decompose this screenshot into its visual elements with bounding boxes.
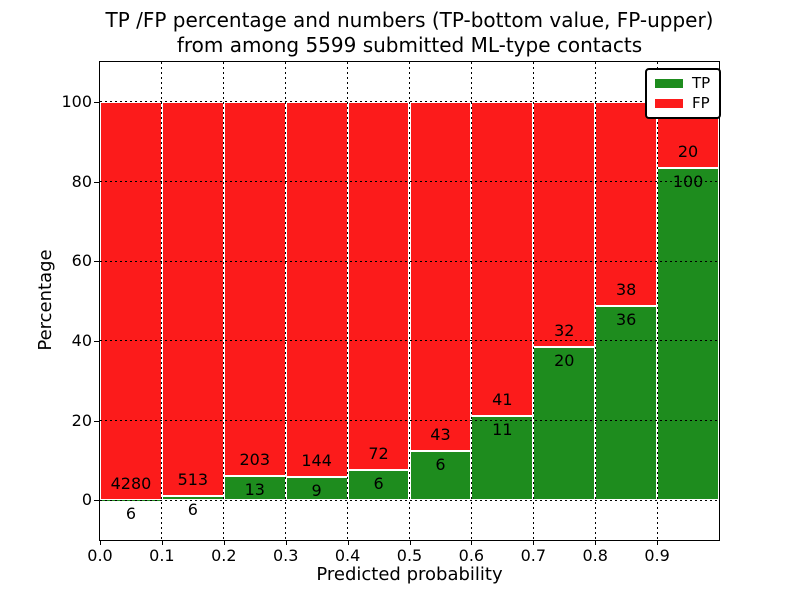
tp-count-label: 9 [311,480,322,500]
fp-count-label: 32 [554,320,575,340]
x-tick [161,540,163,545]
x-tick-label: 0.7 [520,546,547,565]
x-tick [100,540,101,545]
x-gridline [409,62,410,540]
y-gridline [100,340,719,342]
tp-count-label: 13 [244,480,265,500]
tp-count-label: 6 [435,455,446,475]
x-gridline [470,62,472,540]
fp-bar-segment [161,101,224,496]
tp-count-label: 6 [187,499,198,519]
x-gridline [161,62,163,540]
y-gridline [100,260,719,262]
x-gridline [594,62,596,540]
y-tick-label: 0 [81,490,92,510]
legend-item-tp: TP [655,76,710,91]
tp-bar-segment [657,168,719,501]
fp-bar-segment [409,101,472,452]
fp-count-label: 20 [677,142,699,162]
fp-count-label: 38 [615,280,637,300]
x-gridline [347,62,349,540]
legend-item-fp: FP [655,96,710,111]
tp-count-label: 36 [615,310,637,330]
fp-bar-segment [347,101,410,470]
fp-legend-swatch [655,99,683,108]
y-tick-label: 80 [71,171,92,191]
y-tick [94,340,100,342]
fp-count-label: 43 [430,425,451,445]
y-gridline [100,420,719,421]
plot-area: TP FP 4280 6 513 6 203 13 144 9 72 6 43 6 41 11 32 20 38… [61,61,722,565]
y-gridline [100,499,719,501]
fp-bar-segment [595,101,658,307]
x-tick [409,540,411,545]
tp-count-label: 6 [125,503,137,523]
x-tick [533,540,535,545]
x-tick-label: 0.4 [334,546,361,565]
x-gridline [656,62,658,540]
x-tick [347,540,349,545]
x-tick-label: 0.9 [644,546,670,565]
x-tick [223,540,225,545]
fp-count-label: 72 [368,443,389,463]
fp-bar-segment [533,101,596,347]
y-tick [94,101,100,103]
fp-count-label: 203 [239,450,271,470]
y-tick [94,420,100,422]
tp-count-label: 6 [373,473,384,493]
tp-legend-label: TP [692,74,711,92]
tp-count-label: 11 [492,419,513,439]
fp-bar-segment [100,101,162,500]
x-gridline [223,62,225,540]
tp-bar-segment [595,306,658,501]
fp-count-label: 41 [492,389,513,409]
legend: TP FP [645,68,722,119]
x-tick-label: 0.8 [582,546,608,565]
fp-count-label: 513 [177,469,209,489]
chart-title: TP /FP percentage and numbers (TP-bottom… [99,8,720,58]
y-tick [94,500,100,502]
y-tick-label: 60 [71,251,92,271]
tp-count-label: 100 [672,172,704,192]
fp-bar-segment [471,101,534,416]
chart-title-line1: TP /FP percentage and numbers (TP-bottom… [105,8,714,32]
x-tick-label: 0.0 [87,546,113,565]
fp-legend-label: FP [692,94,710,112]
y-tick [94,181,100,183]
y-tick-label: 20 [71,410,92,430]
x-tick-label: 0.1 [149,546,175,565]
x-tick-label: 0.6 [458,546,485,565]
x-tick-label: 0.2 [211,546,237,565]
x-gridline [532,62,534,540]
tp-bar-segment [533,346,596,501]
x-tick-label: 0.5 [396,546,423,565]
x-tick [285,540,287,545]
fp-count-label: 144 [301,450,332,470]
y-tick-label: 40 [71,330,92,350]
y-tick-label: 100 [61,91,92,111]
fp-count-label: 4280 [110,473,152,493]
x-tick [595,540,597,545]
y-tick [94,261,100,263]
x-gridline [285,62,287,540]
x-tick [471,540,473,545]
y-gridline [100,181,719,182]
x-axis-label: Predicted probability [316,564,503,585]
x-tick [657,540,659,545]
chart-title-line2: from among 5599 submitted ML-type contac… [176,33,643,57]
tp-count-label: 20 [554,350,575,370]
tp-legend-swatch [655,79,683,88]
y-gridline [100,101,719,103]
x-tick-label: 0.3 [272,546,299,565]
